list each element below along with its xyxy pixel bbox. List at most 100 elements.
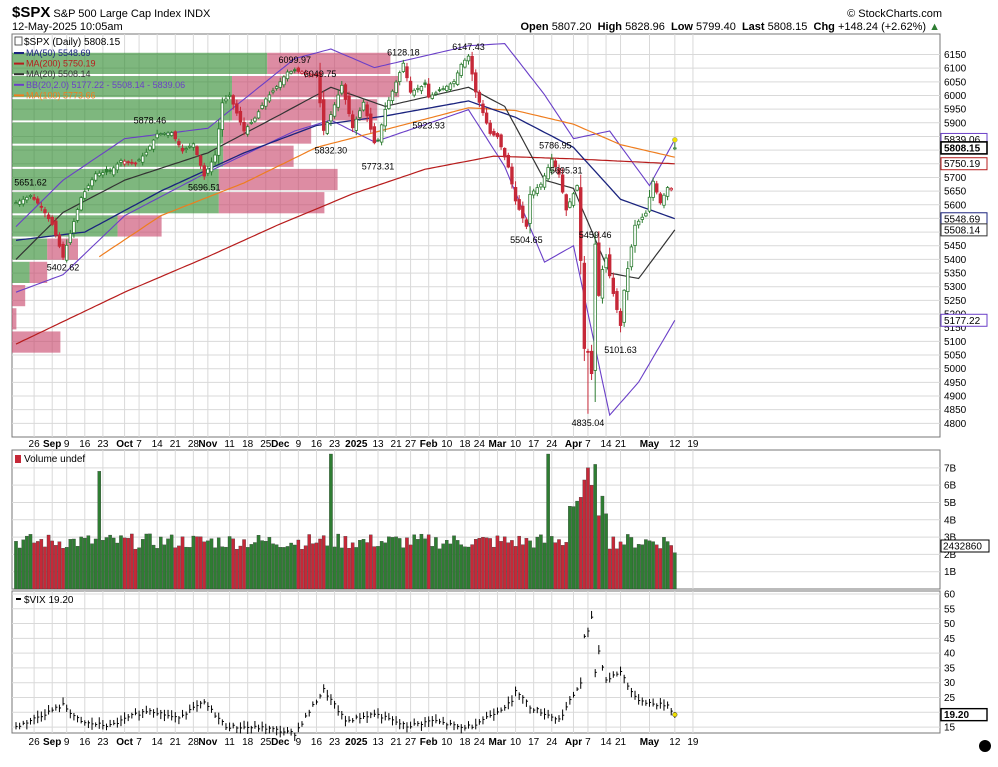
volume-bar bbox=[264, 541, 268, 590]
price-tick-label: 6050 bbox=[944, 77, 967, 88]
volume-bar bbox=[470, 544, 474, 590]
candle-body bbox=[144, 151, 149, 156]
x-axis-label: 16 bbox=[311, 737, 323, 748]
candle-body bbox=[673, 147, 677, 150]
candle-body bbox=[401, 62, 406, 72]
volume-bar bbox=[578, 497, 583, 590]
volume-bar bbox=[122, 537, 127, 590]
brand[interactable]: © StockCharts.com bbox=[847, 8, 942, 20]
x-axis-label: 18 bbox=[459, 737, 471, 748]
volume-bar bbox=[195, 536, 199, 590]
volume-bar bbox=[54, 545, 58, 590]
candle-body bbox=[256, 111, 261, 119]
volume-bar bbox=[336, 533, 340, 590]
volume-by-price-up-bar bbox=[12, 75, 232, 98]
candle-body bbox=[658, 193, 663, 204]
x-axis-label: 14 bbox=[600, 439, 612, 450]
x-axis-label: 24 bbox=[546, 737, 558, 748]
price-tag-bb: 5839.06 bbox=[944, 135, 981, 146]
x-axis-label: Nov bbox=[198, 439, 217, 450]
price-tag-ma20: 5508.14 bbox=[944, 225, 981, 236]
vix-tick-label: 35 bbox=[944, 663, 956, 674]
volume-bar bbox=[593, 464, 597, 590]
symbol: $SPX bbox=[12, 4, 51, 21]
x-axis-label: 26 bbox=[29, 737, 41, 748]
candle-body bbox=[115, 163, 120, 171]
candle-body bbox=[177, 141, 181, 146]
x-axis-label: 27 bbox=[405, 737, 417, 748]
volume-bar bbox=[600, 495, 605, 590]
volume-bar bbox=[300, 548, 304, 590]
volume-tick-label: 5B bbox=[944, 498, 957, 509]
candle-body bbox=[311, 73, 315, 76]
candle-body bbox=[224, 98, 228, 102]
candle-body bbox=[484, 112, 489, 124]
candle-body bbox=[198, 155, 203, 166]
candle-body bbox=[611, 277, 615, 294]
volume-bar bbox=[285, 546, 290, 590]
price-tick-label: 4850 bbox=[944, 405, 967, 416]
candle-body bbox=[72, 221, 76, 234]
volume-bar bbox=[17, 547, 22, 590]
volume-bar bbox=[340, 547, 344, 590]
volume-bar bbox=[528, 540, 532, 590]
candle-body bbox=[57, 234, 62, 247]
candle-body bbox=[231, 95, 235, 105]
volume-bar bbox=[238, 545, 243, 590]
candle-body bbox=[589, 350, 594, 375]
volume-panel[interactable]: 1B 2B 3B 4B 5B 6B 7B Volume undef 2432860 bbox=[11, 449, 990, 590]
legend-label-ma20: MA(20) 5508.14 bbox=[26, 69, 91, 79]
volume-bar bbox=[169, 534, 174, 590]
volume-by-price-up-bar bbox=[12, 192, 219, 214]
x-axis-label: 10 bbox=[441, 439, 453, 450]
last-value: 5808.15 bbox=[767, 21, 808, 33]
price-panel[interactable]: 4800485049004950500050505100515052005250… bbox=[11, 33, 988, 438]
volume-bar bbox=[654, 544, 659, 590]
volume-bar bbox=[553, 542, 558, 590]
legend-label-ma200: MA(200) 5750.19 bbox=[26, 59, 96, 69]
volume-bar bbox=[430, 546, 435, 590]
candle-body bbox=[423, 82, 427, 85]
volume-bar bbox=[79, 536, 83, 590]
candle-body bbox=[412, 89, 416, 96]
volume-bar bbox=[557, 539, 561, 590]
volume-bar bbox=[46, 534, 51, 590]
candle-body bbox=[564, 194, 568, 211]
x-axis-label: 7 bbox=[136, 737, 142, 748]
vix-tick-label: 25 bbox=[944, 693, 956, 704]
volume-panel-title: Volume undef bbox=[24, 454, 85, 465]
price-annotation: 6099.97 bbox=[278, 55, 311, 65]
volume-bar bbox=[466, 546, 471, 590]
candle-body bbox=[282, 76, 286, 86]
candle-body bbox=[474, 72, 478, 93]
volume-bar bbox=[575, 500, 579, 590]
candle-body bbox=[112, 167, 116, 176]
volume-bar bbox=[213, 547, 217, 590]
volume-bar bbox=[416, 539, 420, 590]
volume-by-price-down-bar bbox=[223, 145, 294, 167]
x-axis-label: 9 bbox=[64, 439, 70, 450]
volume-bar bbox=[358, 540, 362, 590]
candle-body bbox=[655, 183, 659, 193]
candle-body bbox=[531, 190, 536, 196]
candle-body bbox=[651, 180, 655, 198]
chart-dot-icon bbox=[979, 740, 991, 752]
x-axis-label: 2025 bbox=[345, 737, 368, 748]
x-axis-label: 21 bbox=[615, 439, 627, 450]
candle-body bbox=[54, 220, 58, 236]
price-tag-ma50: 5548.69 bbox=[944, 214, 981, 225]
price-tick-label: 5400 bbox=[944, 255, 967, 266]
volume-bar bbox=[292, 544, 297, 590]
volume-bar bbox=[618, 541, 623, 590]
candle-body bbox=[466, 55, 471, 62]
candle-body bbox=[50, 216, 54, 225]
x-axis-label: 7 bbox=[136, 439, 142, 450]
chg-label: Chg bbox=[813, 21, 835, 33]
volume-bar bbox=[61, 548, 65, 590]
volume-bar bbox=[28, 534, 33, 590]
volume-bar bbox=[604, 513, 608, 590]
volume-bar bbox=[369, 534, 373, 590]
volume-bar bbox=[560, 545, 565, 590]
